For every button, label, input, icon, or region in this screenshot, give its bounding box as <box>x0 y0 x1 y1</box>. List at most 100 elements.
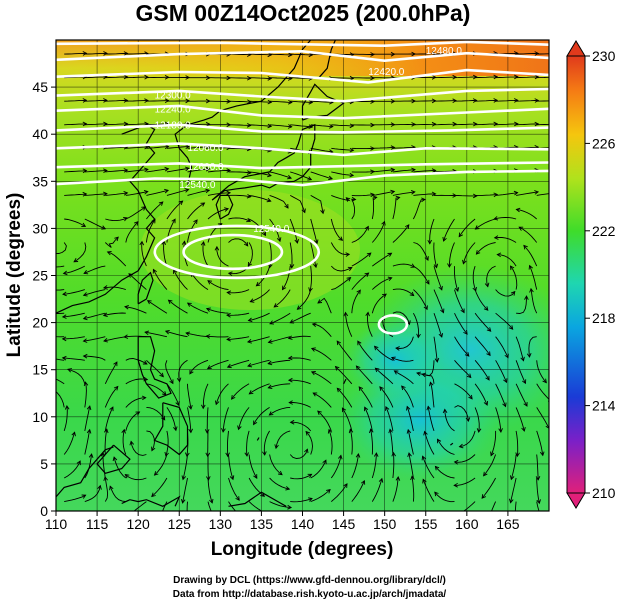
streamline-arrowhead <box>442 408 448 414</box>
streamline <box>165 330 188 338</box>
streamline <box>146 201 164 220</box>
streamline <box>269 53 292 56</box>
streamline-arrowhead <box>329 124 334 129</box>
streamline-arrowhead <box>181 475 187 481</box>
streamline-arrowhead <box>452 74 458 80</box>
streamline <box>413 265 430 285</box>
streamline <box>290 171 312 181</box>
streamline-arrowhead <box>287 335 293 340</box>
streamline <box>173 269 188 290</box>
streamline-arrowhead <box>109 485 114 491</box>
streamline-arrowhead <box>152 268 157 274</box>
streamline-arrowhead <box>484 282 490 288</box>
streamline <box>166 189 189 196</box>
streamline <box>412 199 425 220</box>
streamline-arrowhead <box>289 319 295 324</box>
x-tick-label: 155 <box>414 516 438 532</box>
streamline-arrowhead <box>423 430 428 436</box>
streamline <box>351 480 365 502</box>
streamline-arrowhead <box>121 428 126 434</box>
streamline-arrowhead <box>438 285 443 291</box>
streamline-arrowhead <box>253 420 258 426</box>
streamline-arrowhead <box>472 193 478 199</box>
streamline <box>62 336 85 340</box>
streamline <box>370 429 373 455</box>
streamline-arrowhead <box>524 295 529 300</box>
streamline-arrowhead <box>364 272 370 277</box>
streamline-arrowhead <box>447 263 452 268</box>
streamline <box>249 77 272 79</box>
streamline <box>248 501 263 511</box>
streamline-arrowhead <box>267 123 273 129</box>
streamline-arrowhead <box>421 197 426 203</box>
streamline-arrowhead <box>308 497 313 502</box>
streamline-arrowhead <box>289 419 295 425</box>
streamline-arrowhead <box>513 74 519 80</box>
streamline <box>166 407 177 431</box>
streamline <box>273 289 291 308</box>
streamline-arrowhead <box>555 146 559 150</box>
streamline-arrowhead <box>235 496 240 501</box>
colorbar-top-arrow <box>566 40 586 57</box>
x-tick-label: 140 <box>291 516 315 532</box>
streamline <box>392 288 414 296</box>
streamline <box>228 100 251 103</box>
streamline-arrowhead <box>534 121 540 127</box>
streamline-arrowhead <box>143 189 149 195</box>
streamline <box>331 147 354 151</box>
streamline-arrowhead <box>472 121 478 127</box>
streamline-arrowhead <box>301 208 306 214</box>
streamline <box>433 242 438 268</box>
streamline <box>222 407 229 432</box>
streamline-arrowhead <box>336 387 342 393</box>
streamline <box>536 383 549 400</box>
streamline <box>454 76 477 79</box>
streamline <box>84 406 91 431</box>
streamline-arrowhead <box>486 327 492 332</box>
streamline <box>178 359 188 382</box>
streamline <box>453 266 459 292</box>
streamline-arrowhead <box>460 308 465 314</box>
streamline <box>518 226 538 243</box>
streamline <box>483 454 497 476</box>
streamline-arrowhead <box>520 356 525 362</box>
streamline <box>187 202 205 220</box>
streamline <box>289 218 298 244</box>
streamline <box>103 312 126 316</box>
streamline <box>84 485 101 503</box>
streamline <box>495 360 508 383</box>
streamline-arrowhead <box>151 492 156 498</box>
streamline <box>124 306 147 314</box>
coastline-segment <box>256 437 260 441</box>
streamline <box>182 477 188 503</box>
streamline-arrowhead <box>103 51 108 56</box>
streamline <box>62 312 85 318</box>
streamline-arrowhead <box>287 174 292 180</box>
streamline <box>523 245 538 267</box>
streamline-arrowhead <box>493 216 499 221</box>
streamline <box>206 407 209 433</box>
streamline-arrowhead <box>509 475 515 481</box>
streamline-arrowhead <box>349 172 355 178</box>
streamline <box>125 146 149 149</box>
streamline-arrowhead <box>534 98 540 103</box>
streamline <box>310 489 331 503</box>
streamline <box>228 501 237 511</box>
contour-label: 12180.0 <box>155 121 192 132</box>
streamline-arrowhead <box>493 74 499 80</box>
streamline-arrowhead <box>82 191 88 197</box>
x-tick-label: 120 <box>126 516 150 532</box>
streamline-arrowhead <box>83 381 89 387</box>
streamline-arrowhead <box>387 276 393 282</box>
streamline <box>228 53 251 56</box>
streamline <box>454 289 465 313</box>
streamline <box>168 299 188 314</box>
streamline-arrowhead <box>164 166 170 172</box>
colorbar-bottom-arrow <box>566 492 586 509</box>
streamline-arrowhead <box>164 144 170 150</box>
streamline <box>331 124 354 127</box>
streamline <box>433 76 457 79</box>
streamline <box>371 478 383 502</box>
streamline-arrowhead <box>123 98 129 103</box>
streamline-arrowhead <box>458 443 464 449</box>
